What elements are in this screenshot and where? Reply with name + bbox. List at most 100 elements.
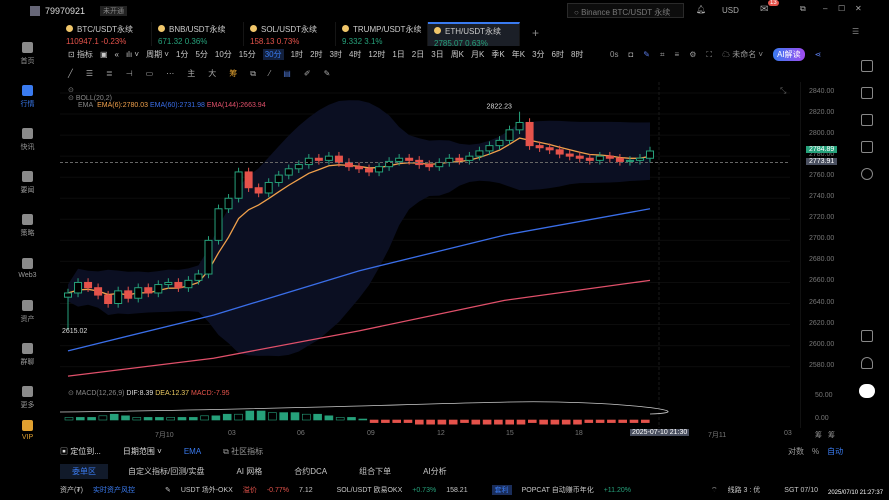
symbol-tab[interactable]: SOL/USDT永续 158.13 0.73%	[244, 22, 336, 46]
interval-18[interactable]: 6时	[551, 49, 564, 59]
bell-icon[interactable]: 🔔︎	[696, 5, 707, 14]
period-select[interactable]: 周期 ˅	[146, 49, 169, 59]
interval-10[interactable]: 1日	[392, 49, 405, 59]
layout-icon[interactable]	[861, 330, 873, 342]
fib-icon[interactable]: ≣	[106, 69, 113, 78]
share-icon[interactable]: ⋖	[814, 50, 822, 59]
symbol-tab[interactable]: BNB/USDT永续 671.32 0.36%	[152, 22, 244, 46]
interval-9[interactable]: 12时	[368, 49, 386, 59]
collapse-icon[interactable]: ⊙	[68, 87, 74, 94]
ticker-item[interactable]: POPCAT 自动赚币年化	[521, 487, 594, 494]
price-axis[interactable]: 2840.00 2820.00 2800.00 2780.00 2760.00 2740.…	[800, 82, 845, 428]
add-tab-button[interactable]: +	[532, 26, 540, 40]
monitor-icon[interactable]	[861, 114, 873, 126]
sidebar-item[interactable]: Web3	[0, 247, 55, 290]
sidebar-item[interactable]: 策略	[0, 204, 55, 247]
sidebar-item[interactable]: VIP	[0, 409, 55, 452]
fullscreen-icon[interactable]: ⛶	[706, 49, 712, 59]
chips-tool[interactable]: 筹	[229, 69, 238, 78]
interval-17[interactable]: 3分	[532, 49, 545, 59]
ema-button[interactable]: EMA	[183, 446, 202, 456]
risk-link[interactable]: 实时资产风控	[92, 487, 135, 494]
main-tool[interactable]: 主	[187, 69, 196, 78]
bottom-tab[interactable]: 合约DCA	[294, 466, 328, 476]
calendar-icon[interactable]: ▣	[99, 49, 108, 59]
trendline-icon[interactable]: ╱	[68, 69, 73, 78]
chip-btn-2[interactable]: 筹	[828, 432, 835, 439]
sidebar-item[interactable]: 首页	[0, 32, 55, 75]
macd-label[interactable]: MACD(12,26,9)	[75, 390, 125, 397]
bottom-tab[interactable]: AI分析	[423, 466, 447, 476]
interval-16[interactable]: 年K	[511, 49, 526, 59]
replay-icon[interactable]: «	[114, 49, 119, 59]
interval-14[interactable]: 月K	[471, 49, 485, 59]
crop-icon[interactable]: ⌗	[660, 49, 665, 59]
sidebar-item[interactable]: 快讯	[0, 118, 55, 161]
dollar-doc-icon[interactable]	[861, 60, 873, 72]
bottom-tab[interactable]: 委单区	[60, 463, 108, 479]
interval-1[interactable]: 5分	[195, 49, 208, 59]
community-indicators[interactable]: ⧉ 社区指标	[223, 446, 264, 456]
windows-icon[interactable]	[861, 141, 873, 153]
hline-icon[interactable]: ⊣	[125, 69, 133, 78]
indicator-button[interactable]: ⊡ 指标	[68, 49, 93, 59]
active-interval[interactable]: 30分	[262, 48, 284, 60]
bot-icon[interactable]	[859, 384, 875, 398]
clock-icon[interactable]	[861, 168, 873, 180]
settings-icon[interactable]: ⚙	[689, 50, 697, 59]
chart-up-icon[interactable]	[861, 87, 873, 99]
interval-19[interactable]: 8时	[570, 49, 584, 59]
maximize-icon[interactable]: ☐	[838, 4, 846, 13]
measure-icon[interactable]: ⁄	[268, 69, 271, 78]
chart-canvas[interactable]: 2822.23 2615.02	[59, 82, 790, 428]
interval-7[interactable]: 3时	[329, 49, 342, 59]
menu-icon[interactable]: ≡	[674, 50, 680, 59]
interval-8[interactable]: 4时	[348, 49, 362, 59]
pen-icon[interactable]: ✎	[643, 50, 650, 59]
rect-icon[interactable]: ▭	[145, 69, 154, 78]
ruler-icon[interactable]: ✐	[303, 69, 311, 78]
interval-13[interactable]: 周K	[450, 49, 465, 59]
sidebar-item[interactable]: 群聊	[0, 333, 55, 376]
interval-11[interactable]: 2日	[411, 49, 425, 59]
select-icon[interactable]: ▤	[283, 69, 291, 78]
close-icon[interactable]: ✕	[855, 4, 862, 13]
avatar[interactable]	[30, 6, 40, 16]
headset-icon[interactable]	[861, 357, 873, 369]
symbol-tab[interactable]: BTC/USDT永续 110947.1 -0.23%	[60, 22, 152, 46]
popout-icon[interactable]: ⧉	[800, 4, 806, 13]
percent-toggle[interactable]: %	[812, 447, 820, 456]
interval-2[interactable]: 10分	[214, 49, 232, 59]
list-menu-icon[interactable]: ☰	[852, 27, 860, 36]
sidebar-item[interactable]: 行情	[0, 75, 55, 118]
ema-label[interactable]: EMA	[78, 102, 94, 109]
more-icon[interactable]: ⋯	[166, 69, 175, 78]
interval-3[interactable]: 15分	[238, 49, 256, 59]
locate-button[interactable]: ▣ 定位到...	[60, 446, 101, 456]
expand-icon[interactable]: ⤡	[780, 86, 787, 95]
edit-icon[interactable]: ✎	[164, 487, 171, 494]
network-line[interactable]: 线路 3 : 优	[727, 487, 761, 494]
ticker-item[interactable]: SOL/USDT 欧易OKX	[336, 487, 403, 494]
interval-0[interactable]: 1分	[175, 49, 189, 59]
price-chart[interactable]: 2822.23 2615.02 ⊙ ⊙ BOLL(20,2) EMA EMA(6)…	[59, 82, 790, 428]
copy-icon[interactable]: ⧉	[250, 68, 256, 78]
log-scale-toggle[interactable]: 对数	[788, 447, 804, 456]
time-axis[interactable]: 7月10 03 06 09 12 15 18 2025-07-10 21:30 7月11 03	[60, 428, 840, 440]
interval-12[interactable]: 3日	[431, 49, 444, 59]
membership-status[interactable]: 未开通	[100, 6, 127, 16]
date-range-select[interactable]: 日期范围 ˅	[122, 446, 162, 456]
interval-15[interactable]: 季K	[491, 49, 505, 59]
sidebar-item[interactable]: 资产	[0, 290, 55, 333]
big-tool[interactable]: 大	[208, 69, 217, 78]
mail-icon[interactable]: ✉	[760, 4, 769, 15]
ai-interpret-button[interactable]: AI解读	[773, 48, 805, 61]
bottom-tab[interactable]: AI 网格	[236, 466, 263, 476]
interval-4[interactable]: 30分	[264, 49, 282, 59]
chip-btn[interactable]: 筹	[815, 432, 822, 439]
interval-5[interactable]: 1时	[290, 49, 304, 59]
bottom-tab[interactable]: 自定义指标/回测/实盘	[128, 466, 205, 476]
interval-6[interactable]: 2时	[310, 49, 323, 59]
sidebar-item[interactable]: 要闻	[0, 161, 55, 204]
brush-icon[interactable]: ✎	[323, 69, 331, 78]
